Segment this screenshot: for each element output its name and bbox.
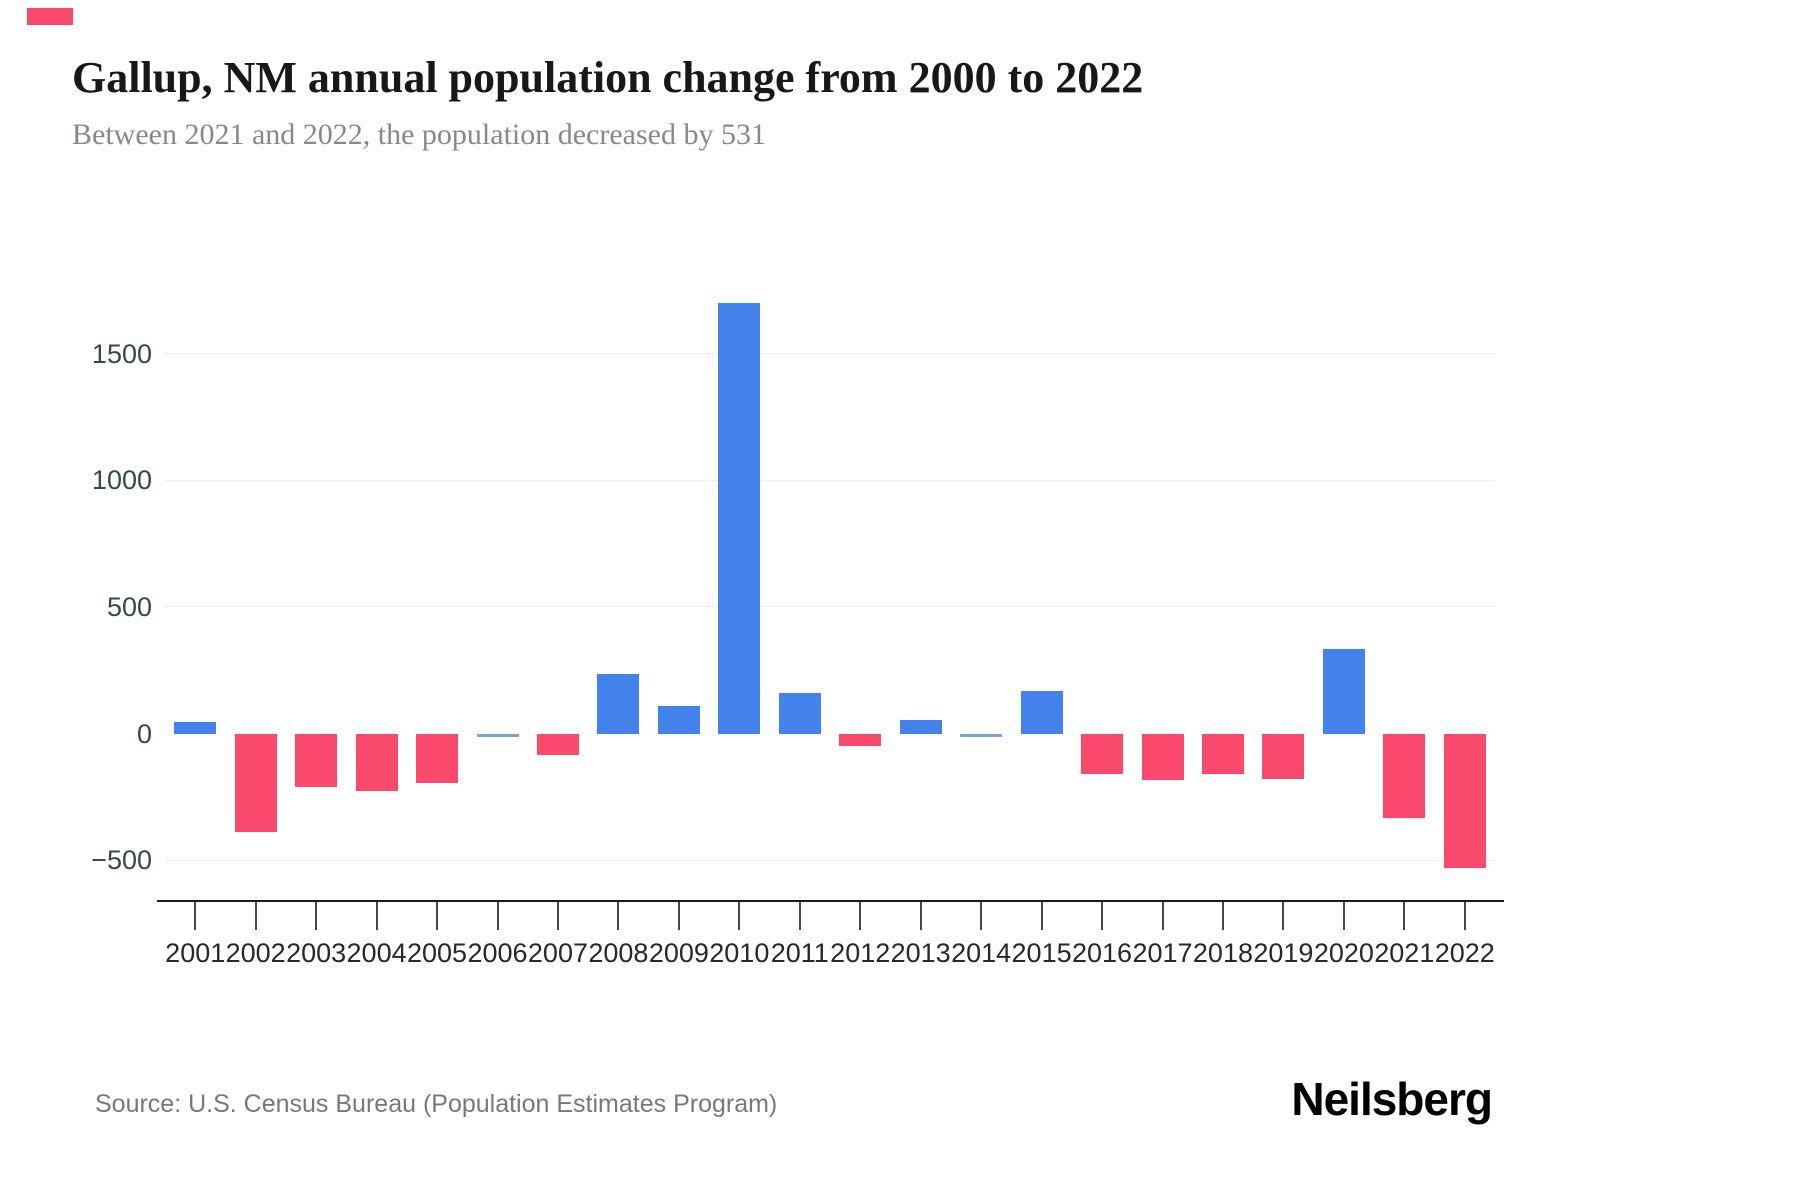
x-tick-label: 2004 <box>346 938 407 968</box>
x-tick-label: 2001 <box>165 938 226 968</box>
bar-2007 <box>536 733 579 756</box>
grid-line <box>165 606 1495 608</box>
x-tick-label: 2007 <box>527 938 588 968</box>
x-tick <box>1463 902 1466 930</box>
x-tick <box>677 902 680 930</box>
x-tick <box>254 902 257 930</box>
bar-2013 <box>899 719 942 734</box>
bar-2014 <box>960 733 1003 737</box>
x-tick <box>980 902 983 930</box>
brand-accent <box>27 8 73 25</box>
x-axis-line <box>157 900 1504 902</box>
bar-2009 <box>657 705 700 734</box>
x-tick-label: 2017 <box>1132 938 1193 968</box>
x-tick-label: 2002 <box>225 938 286 968</box>
bar-2019 <box>1262 733 1305 780</box>
x-tick <box>1342 902 1345 930</box>
bar-2005 <box>416 733 459 783</box>
x-tick-label: 2013 <box>890 938 951 968</box>
x-tick <box>798 902 801 930</box>
y-tick-label: 1000 <box>91 465 152 496</box>
x-tick-label: 2012 <box>830 938 891 968</box>
bar-2016 <box>1081 733 1124 775</box>
x-tick-label: 2006 <box>467 938 528 968</box>
y-tick-label: 1500 <box>91 338 152 369</box>
x-tick-label: 2022 <box>1434 938 1495 968</box>
source-note: Source: U.S. Census Bureau (Population E… <box>95 1090 778 1118</box>
x-tick <box>1282 902 1285 930</box>
x-tick <box>1161 902 1164 930</box>
x-tick <box>436 902 439 930</box>
x-tick <box>375 902 378 930</box>
chart-title: Gallup, NM annual population change from… <box>72 53 1144 102</box>
bar-2017 <box>1141 733 1184 781</box>
x-tick-label: 2010 <box>709 938 770 968</box>
grid-line <box>165 479 1495 481</box>
y-tick-label: 500 <box>106 591 152 622</box>
bar-2021 <box>1383 733 1426 819</box>
bar-2012 <box>839 733 882 747</box>
bar-2003 <box>295 733 338 787</box>
bar-2015 <box>1020 690 1063 734</box>
x-tick <box>496 902 499 930</box>
bar-2010 <box>718 302 761 734</box>
bar-2008 <box>597 674 640 734</box>
x-tick-label: 2015 <box>1011 938 1072 968</box>
x-axis-labels: 2001 2002 2003 2004 2005 2006 2007 2008 2009 2010… <box>165 938 1495 972</box>
x-tick-label: 2008 <box>588 938 649 968</box>
x-tick-label: 2019 <box>1253 938 1314 968</box>
chart-subtitle: Between 2021 and 2022, the population de… <box>72 118 766 151</box>
x-tick <box>1040 902 1043 930</box>
x-tick <box>859 902 862 930</box>
bar-2018 <box>1201 733 1244 775</box>
grid-line <box>165 353 1495 355</box>
x-tick <box>1403 902 1406 930</box>
x-tick-label: 2020 <box>1313 938 1374 968</box>
x-tick <box>315 902 318 930</box>
x-tick <box>194 902 197 930</box>
x-tick-label: 2021 <box>1374 938 1435 968</box>
x-tick <box>919 902 922 930</box>
bar-2022 <box>1443 733 1486 869</box>
bar-2020 <box>1322 648 1365 734</box>
x-tick-label: 2005 <box>406 938 468 968</box>
x-tick <box>1101 902 1104 930</box>
bar-2002 <box>234 733 277 833</box>
x-tick-label: 2011 <box>770 938 829 968</box>
x-tick-label: 2009 <box>648 938 709 968</box>
bar-2011 <box>778 693 821 734</box>
brand-logo: Neilsberg <box>1291 1073 1493 1125</box>
bar-2001 <box>174 722 217 734</box>
bar-2006 <box>476 733 519 737</box>
x-tick <box>1221 902 1224 930</box>
x-tick <box>738 902 741 930</box>
y-axis-labels: −500 0 500 1000 1500 <box>40 232 152 900</box>
x-tick-label: 2014 <box>951 938 1012 968</box>
x-tick-label: 2018 <box>1192 938 1253 968</box>
x-tick-label: 2003 <box>286 938 347 968</box>
grid-line <box>165 859 1495 861</box>
x-tick <box>617 902 620 930</box>
x-tick <box>556 902 559 930</box>
y-tick-label: −500 <box>91 845 152 876</box>
x-tick-label: 2016 <box>1071 938 1133 968</box>
plot-area <box>165 232 1495 900</box>
bar-2004 <box>355 733 398 791</box>
y-tick-label: 0 <box>136 718 152 749</box>
